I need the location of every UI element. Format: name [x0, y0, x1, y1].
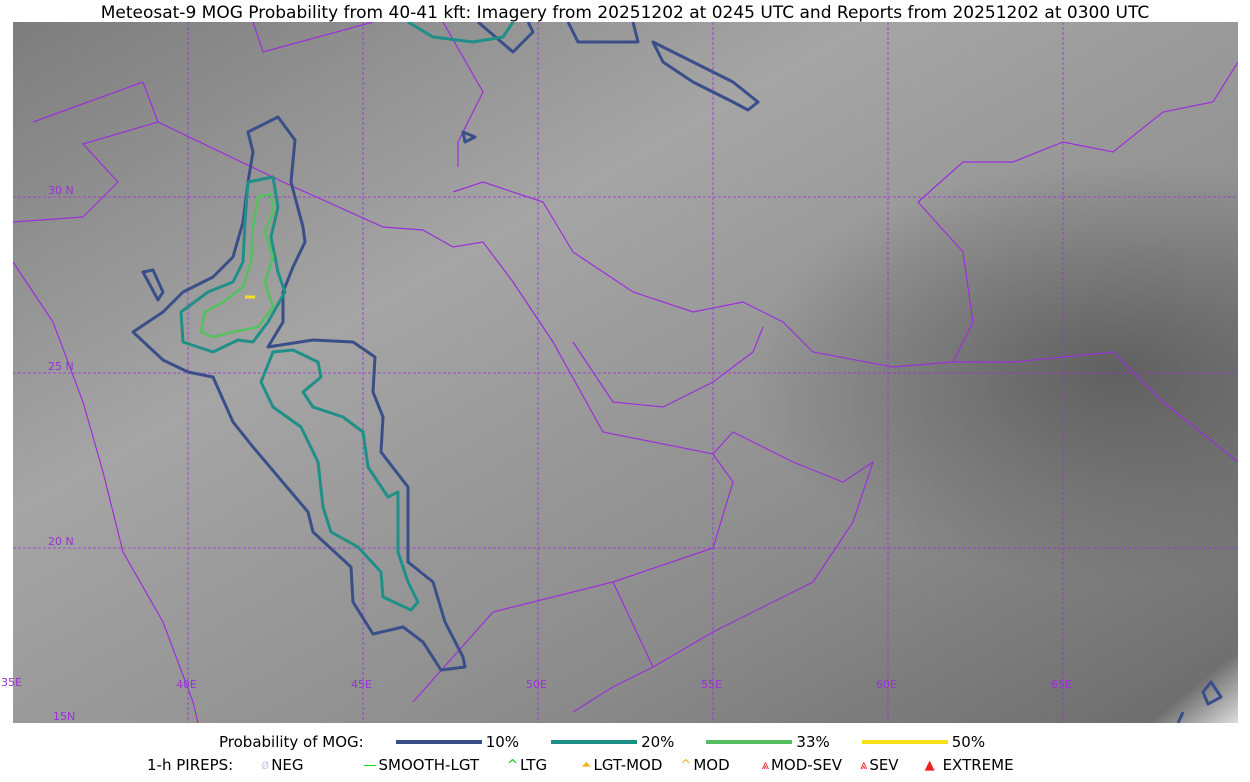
graticule: [13, 22, 1238, 723]
pirep-smooth-lgt: SMOOTH-LGT: [378, 756, 480, 774]
contour-33pct: [199, 192, 275, 339]
satellite-map: 30 N 25 N 20 N 15N 40E 45E 50E 55E 60E 6…: [13, 22, 1238, 723]
pirep-legend: 1-h PIREPS: ø NEG — SMOOTH-LGT ^ LTG ⏶ LGT-M…: [147, 756, 1014, 774]
pirep-mod-sev: MOD-SEV: [770, 756, 842, 774]
svg-text:60E: 60E: [876, 678, 897, 691]
svg-text:40E: 40E: [176, 678, 197, 691]
swatch-50: [861, 740, 948, 744]
double-caret-icon: ⩓: [859, 757, 868, 773]
swatch-20: [551, 740, 638, 744]
country-borders: [13, 22, 1238, 723]
swatch-10: [395, 740, 482, 744]
svg-text:30 N: 30 N: [48, 184, 74, 197]
svg-text:15N: 15N: [53, 710, 75, 723]
svg-text:25 N: 25 N: [48, 360, 74, 373]
map-title: Meteosat-9 MOG Probability from 40-41 kf…: [100, 3, 1150, 23]
filled-triangle-icon: ▲: [924, 757, 935, 773]
neg-circle-icon: ø: [261, 757, 270, 773]
legend-title: Probability of MOG:: [219, 733, 364, 751]
pirep-extreme: EXTREME: [942, 756, 1014, 774]
svg-text:65E: 65E: [1051, 678, 1072, 691]
pirep-neg: NEG: [271, 756, 304, 774]
legend-50: 50%: [951, 733, 986, 751]
svg-text:20 N: 20 N: [48, 535, 74, 548]
longitude-label-35e: 35E: [1, 676, 22, 689]
longitude-labels: 40E 45E 50E 55E 60E 65E: [176, 678, 1072, 691]
swatch-33: [706, 740, 793, 744]
mog-contours: [131, 22, 1223, 723]
double-caret-icon: ⩓: [761, 757, 769, 773]
pirep-legend-title: 1-h PIREPS:: [147, 756, 234, 774]
svg-text:50E: 50E: [526, 678, 547, 691]
legend-33: 33%: [796, 733, 830, 751]
pirep-lgt-mod: LGT-MOD: [593, 756, 663, 774]
line-icon: —: [363, 757, 377, 773]
contour-20pct: [179, 175, 287, 354]
mog-probability-legend: Probability of MOG: 10% 20% 33% 50%: [219, 733, 985, 751]
legend-20: 20%: [641, 733, 675, 751]
svg-text:45E: 45E: [351, 678, 372, 691]
svg-text:55E: 55E: [701, 678, 722, 691]
contour-20pct-b: [259, 348, 420, 612]
pirep-ltg: LTG: [519, 756, 548, 774]
latitude-labels: 30 N 25 N 20 N 15N: [48, 184, 75, 723]
legend-10: 10%: [485, 733, 520, 751]
caret-bar-icon: ⏶: [581, 757, 592, 773]
pirep-sev: SEV: [869, 756, 899, 774]
pirep-mod: MOD: [693, 756, 730, 774]
caret-icon: ^: [507, 757, 518, 773]
caret-icon: ^: [680, 757, 692, 773]
